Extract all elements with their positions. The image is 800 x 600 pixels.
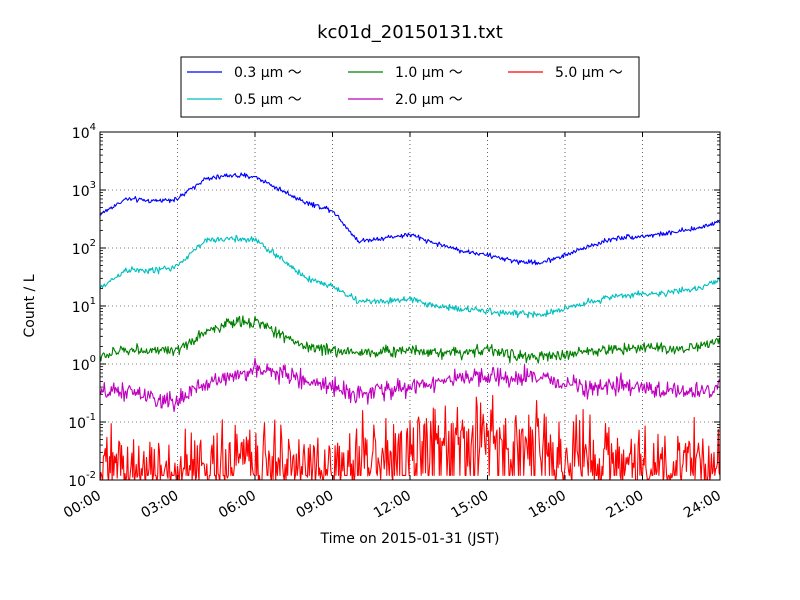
legend: 0.3 μm ～ 0.5 μm ～ 1.0 μm ～ 2.0 μm ～ 5.0 μm ～ [180,56,640,118]
series-line [100,315,720,364]
legend-label: 0.3 μm ～ [234,65,302,81]
legend-label: 0.5 μm ～ [234,92,302,108]
y-tick-label: 10-1 [68,412,96,432]
grid [100,132,720,480]
legend-box [180,56,640,118]
series-lines [100,172,720,480]
series-line [100,357,720,413]
axis-ticks [99,131,721,481]
y-axis-label: Count / L [22,274,38,337]
y-tick-label: 102 [72,238,96,258]
chart-title: kc01d_20150131.txt [317,22,503,43]
legend-label: 2.0 μm ～ [395,92,463,108]
series-line [100,394,720,480]
series-line [100,172,720,266]
series-line [100,234,720,319]
y-tick-label: 103 [72,180,96,200]
x-axis-label: Time on 2015-01-31 (JST) [320,531,500,547]
y-tick-label: 100 [72,354,96,374]
y-tick-label: 104 [72,122,96,142]
y-tick-label: 101 [72,296,96,316]
legend-label: 5.0 μm ～ [555,65,623,81]
y-tick-labels: 10-2 10-1 100 101 102 103 104 [68,122,96,490]
legend-label: 1.0 μm ～ [395,65,463,81]
y-tick-label: 10-2 [68,470,96,490]
